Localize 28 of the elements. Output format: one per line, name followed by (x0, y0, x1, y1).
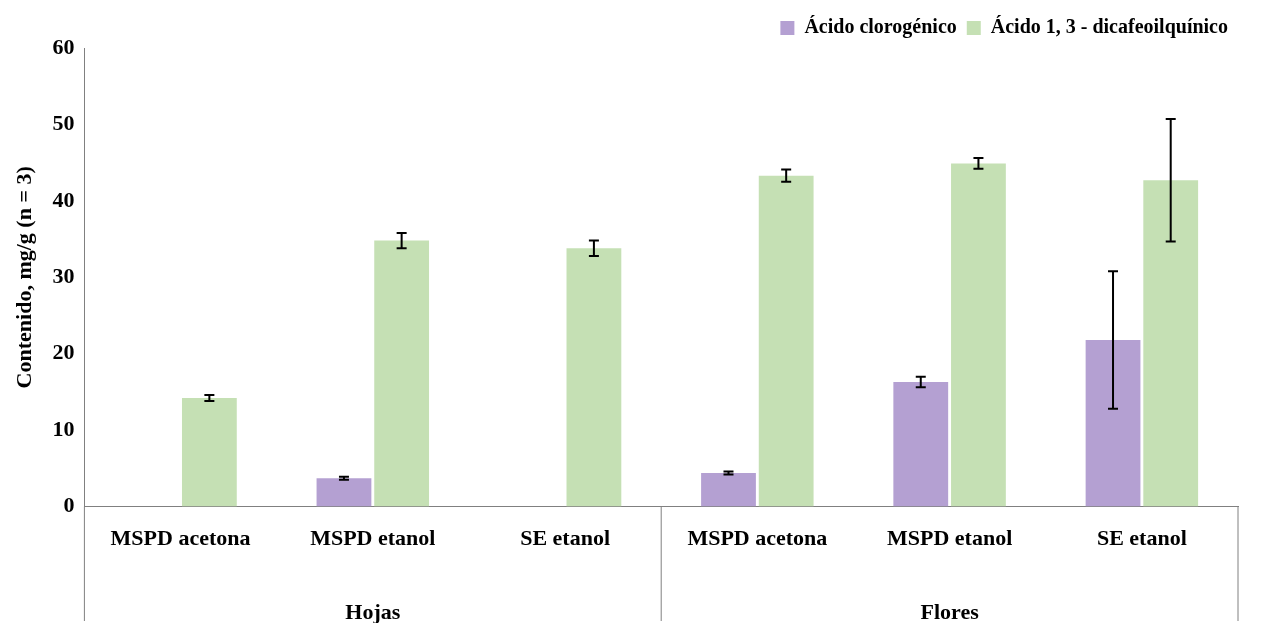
bar (1143, 180, 1199, 507)
bar (566, 248, 622, 507)
y-tick-label: 40 (52, 186, 75, 212)
bar (951, 163, 1006, 507)
bar (758, 175, 814, 507)
legend-label: Ácido 1, 3 - dicafeoilquínico (990, 15, 1229, 39)
x-tick-label: SE etanol (1096, 525, 1187, 551)
y-tick-label: 0 (63, 492, 75, 518)
x-tick-label: MSPD etanol (886, 525, 1013, 551)
y-tick-label: 10 (52, 415, 75, 441)
y-tick-label: 50 (52, 110, 75, 136)
bar (374, 240, 430, 507)
bar (893, 382, 949, 507)
bar (181, 398, 237, 507)
bar (1085, 339, 1141, 507)
text: Hojas (345, 598, 401, 624)
y-tick-label: 30 (52, 262, 75, 288)
bar (701, 472, 756, 507)
x-tick-label: MSPD acetona (110, 525, 251, 551)
text: Flores (920, 598, 980, 624)
y-tick-label: 60 (52, 33, 75, 59)
x-tick-label: MSPD acetona (687, 525, 828, 551)
bar (316, 478, 372, 507)
y-axis-title: Contenido, mg/g (n = 3) (10, 166, 36, 389)
x-tick-label: MSPD etanol (310, 525, 436, 551)
legend-label: Ácido clorogénico (804, 15, 957, 39)
x-tick-label: SE etanol (520, 525, 610, 551)
y-tick-label: 20 (52, 339, 75, 365)
